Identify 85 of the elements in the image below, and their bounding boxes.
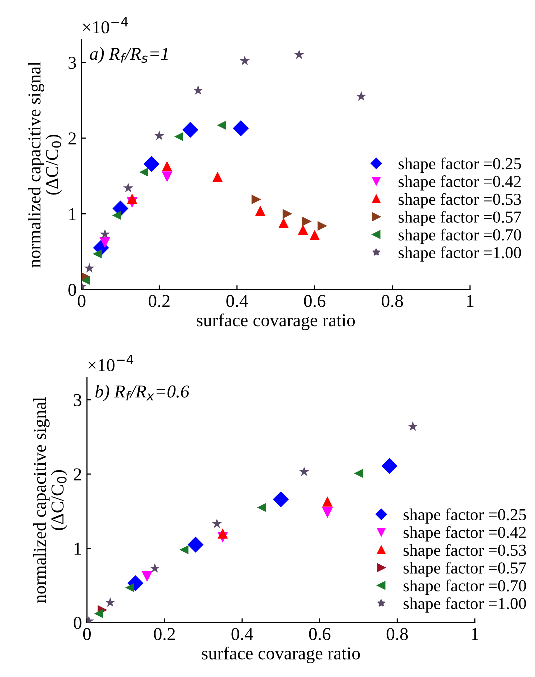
x-tick-label: 1 bbox=[467, 295, 474, 308]
y-axis-title: normalized capacitive signal (ΔC/C$_{0}$) bbox=[33, 397, 68, 604]
point bbox=[382, 458, 398, 474]
point bbox=[105, 597, 116, 608]
point bbox=[150, 563, 160, 573]
legend-label: shape factor =0.42 bbox=[398, 176, 521, 191]
point bbox=[257, 503, 266, 512]
x-tick-label: 0.2 bbox=[148, 295, 170, 308]
point bbox=[140, 168, 148, 177]
legend-label: shape factor =0.25 bbox=[404, 508, 526, 524]
x-tick-label: 0.6 bbox=[309, 628, 331, 640]
y-tick-label: 3 bbox=[74, 394, 82, 406]
x-tick-label: 0.4 bbox=[232, 628, 254, 640]
annotation: a) R$_{f}$/R$_{s}$=1 bbox=[90, 47, 168, 64]
text: ×10$^{−4}$ bbox=[83, 17, 128, 34]
x-tick-label: 0.8 bbox=[386, 628, 408, 640]
point bbox=[142, 571, 153, 582]
y-tick-label: 2 bbox=[68, 132, 76, 145]
x-axis-title: surface covarage ratio bbox=[202, 646, 360, 664]
point bbox=[154, 130, 165, 140]
x-tick-label: 0.4 bbox=[226, 295, 248, 308]
legend-label: shape factor =1.00 bbox=[398, 246, 522, 262]
point bbox=[302, 216, 312, 226]
legend-label: shape factor =0.25 bbox=[398, 158, 522, 173]
point bbox=[182, 122, 199, 138]
x-tick-label: 0.8 bbox=[382, 295, 404, 308]
y-tick-label: 1 bbox=[70, 208, 76, 220]
x-tick-label: 0.2 bbox=[154, 628, 176, 640]
point bbox=[144, 156, 160, 172]
point bbox=[408, 421, 418, 432]
point bbox=[356, 91, 367, 102]
point bbox=[193, 85, 204, 96]
point bbox=[218, 528, 228, 539]
point bbox=[212, 172, 223, 182]
point bbox=[84, 263, 95, 273]
point bbox=[282, 209, 293, 219]
legend-label: shape factor =0.70 bbox=[398, 228, 522, 244]
point bbox=[92, 250, 102, 259]
legend-label: shape factor =0.57 bbox=[398, 211, 522, 226]
point bbox=[174, 132, 184, 142]
point bbox=[240, 56, 250, 66]
point bbox=[252, 194, 262, 204]
point bbox=[162, 172, 173, 182]
x-tick-label: 0 bbox=[83, 628, 92, 640]
point bbox=[322, 496, 333, 507]
point bbox=[212, 518, 222, 528]
y-tick-label: 1 bbox=[74, 542, 82, 555]
legend-label: shape factor =0.53 bbox=[398, 193, 522, 209]
annotation: b) R$_{f}$/R$_{x}$=0.6 bbox=[96, 385, 190, 402]
point bbox=[322, 508, 334, 518]
x-axis-title: surface covarage ratio bbox=[197, 314, 356, 330]
point bbox=[278, 218, 289, 228]
legend-label: shape factor =0.42 bbox=[404, 526, 526, 542]
point bbox=[94, 609, 104, 618]
point bbox=[273, 492, 290, 508]
y-tick-label: 3 bbox=[68, 56, 76, 70]
point bbox=[310, 230, 320, 240]
point bbox=[82, 276, 90, 286]
y-axis-title: normalized capacitive signal (ΔC/C$_{0}$) bbox=[28, 62, 62, 268]
point bbox=[112, 211, 122, 220]
point bbox=[188, 536, 204, 553]
point bbox=[127, 194, 138, 204]
legend-label: shape factor =1.00 bbox=[404, 598, 526, 613]
point bbox=[100, 229, 110, 239]
y-tick-label: 0 bbox=[68, 284, 76, 296]
point bbox=[217, 120, 226, 130]
point bbox=[299, 466, 310, 476]
text: ×10$^{−4}$ bbox=[88, 355, 134, 372]
point bbox=[180, 546, 189, 555]
point bbox=[255, 206, 266, 216]
y-tick-label: 2 bbox=[74, 468, 82, 481]
legend-label: shape factor =0.57 bbox=[404, 562, 526, 578]
point bbox=[125, 583, 134, 592]
x-tick-label: 1 bbox=[472, 628, 479, 640]
point bbox=[318, 221, 328, 231]
point bbox=[354, 469, 364, 478]
point bbox=[123, 182, 134, 193]
x-tick-label: 0.6 bbox=[304, 295, 326, 308]
legend-label: shape factor =0.53 bbox=[404, 544, 526, 560]
point bbox=[298, 224, 308, 236]
legend-label: shape factor =0.70 bbox=[404, 580, 526, 596]
point bbox=[294, 50, 304, 60]
y-tick-label: 0 bbox=[74, 617, 82, 630]
point bbox=[162, 161, 172, 172]
point bbox=[233, 120, 250, 136]
